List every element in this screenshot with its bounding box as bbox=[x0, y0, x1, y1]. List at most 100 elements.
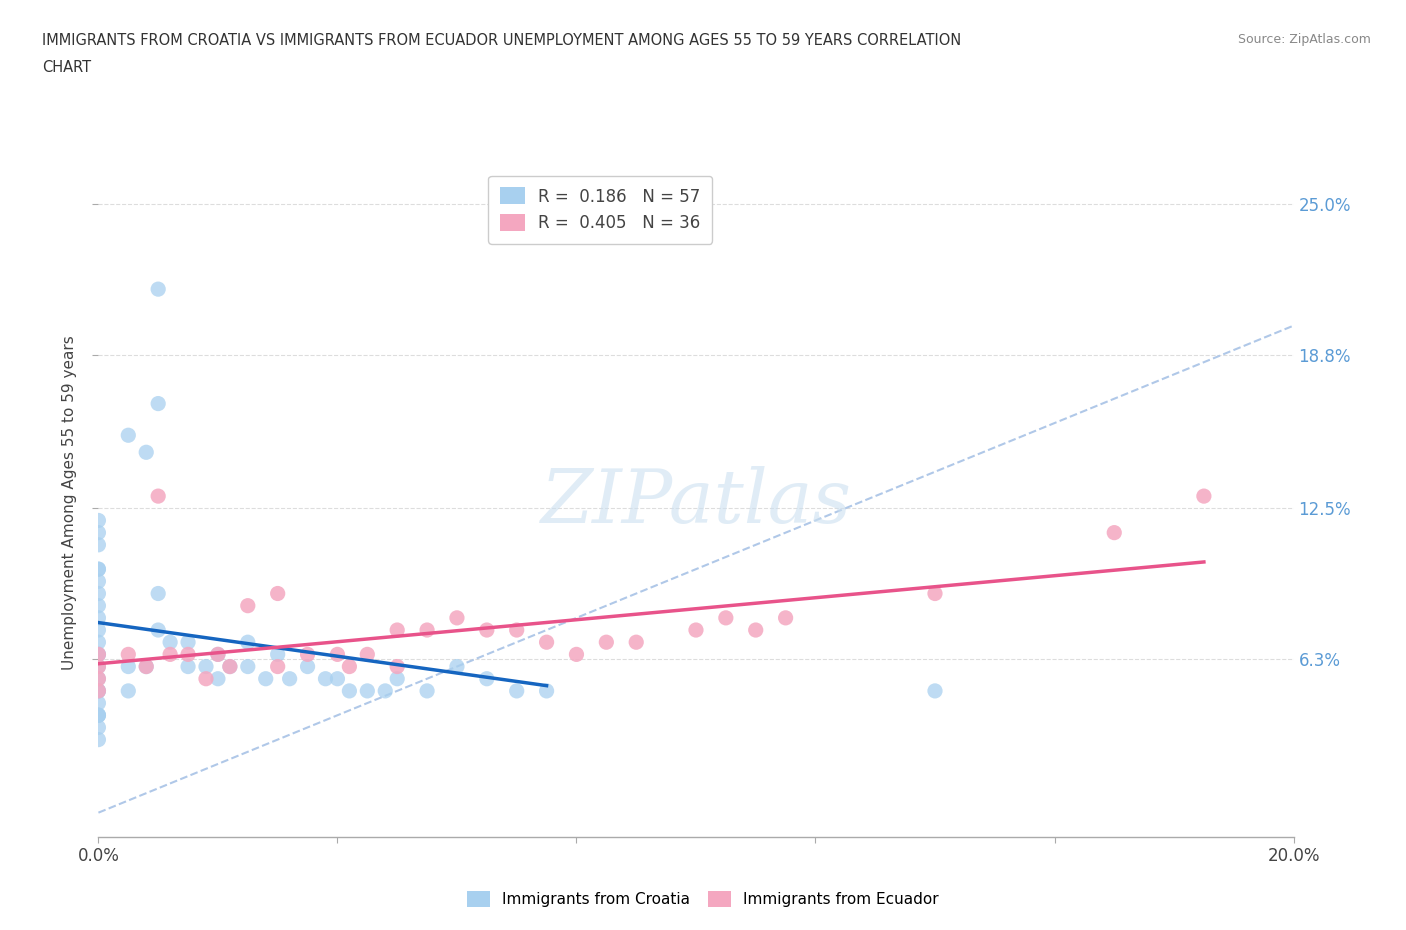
Point bbox=[87, 708, 110, 723]
Point bbox=[924, 586, 946, 601]
Point bbox=[87, 574, 110, 589]
Point bbox=[87, 647, 110, 662]
Text: Source: ZipAtlas.com: Source: ZipAtlas.com bbox=[1237, 33, 1371, 46]
Point bbox=[475, 622, 498, 637]
Text: IMMIGRANTS FROM CROATIA VS IMMIGRANTS FROM ECUADOR UNEMPLOYMENT AMONG AGES 55 TO: IMMIGRANTS FROM CROATIA VS IMMIGRANTS FR… bbox=[42, 33, 962, 47]
Point bbox=[87, 720, 110, 735]
Point bbox=[87, 635, 110, 650]
Point bbox=[87, 732, 110, 747]
Point bbox=[315, 671, 337, 686]
Point bbox=[714, 610, 737, 625]
Point bbox=[148, 488, 170, 503]
Point bbox=[87, 684, 110, 698]
Point bbox=[177, 635, 200, 650]
Point bbox=[87, 684, 110, 698]
Point bbox=[506, 622, 529, 637]
Point bbox=[219, 659, 242, 674]
Point bbox=[326, 671, 349, 686]
Point bbox=[219, 659, 242, 674]
Point bbox=[135, 659, 157, 674]
Text: CHART: CHART bbox=[42, 60, 91, 75]
Point bbox=[87, 513, 110, 528]
Point bbox=[278, 671, 301, 686]
Point bbox=[87, 659, 110, 674]
Point bbox=[87, 562, 110, 577]
Point bbox=[207, 647, 229, 662]
Point bbox=[135, 659, 157, 674]
Text: ZIPatlas: ZIPatlas bbox=[540, 466, 852, 538]
Point bbox=[159, 647, 181, 662]
Point bbox=[87, 562, 110, 577]
Point bbox=[924, 684, 946, 698]
Point bbox=[446, 659, 468, 674]
Point bbox=[326, 647, 349, 662]
Point bbox=[177, 647, 200, 662]
Point bbox=[446, 610, 468, 625]
Point bbox=[87, 659, 110, 674]
Point bbox=[87, 586, 110, 601]
Point bbox=[595, 635, 617, 650]
Point bbox=[339, 659, 360, 674]
Point bbox=[87, 671, 110, 686]
Point bbox=[87, 647, 110, 662]
Point bbox=[685, 622, 707, 637]
Point bbox=[236, 659, 259, 674]
Point bbox=[267, 647, 290, 662]
Point bbox=[207, 671, 229, 686]
Point bbox=[87, 647, 110, 662]
Point bbox=[506, 684, 529, 698]
Point bbox=[87, 538, 110, 552]
Point bbox=[385, 622, 409, 637]
Point bbox=[475, 671, 498, 686]
Point bbox=[356, 684, 378, 698]
Point bbox=[117, 647, 139, 662]
Point bbox=[148, 396, 170, 411]
Point bbox=[159, 635, 181, 650]
Point bbox=[565, 647, 588, 662]
Point bbox=[148, 282, 170, 297]
Point bbox=[117, 684, 139, 698]
Point bbox=[416, 684, 439, 698]
Point bbox=[236, 635, 259, 650]
Point bbox=[177, 659, 200, 674]
Point bbox=[775, 610, 797, 625]
Point bbox=[135, 445, 157, 459]
Point bbox=[195, 671, 218, 686]
Point bbox=[416, 622, 439, 637]
Point bbox=[117, 659, 139, 674]
Point bbox=[87, 622, 110, 637]
Point bbox=[297, 659, 319, 674]
Point bbox=[267, 659, 290, 674]
Point bbox=[117, 428, 139, 443]
Point bbox=[745, 622, 768, 637]
Point bbox=[87, 525, 110, 540]
Point bbox=[148, 586, 170, 601]
Point bbox=[626, 635, 648, 650]
Legend: R =  0.186   N = 57, R =  0.405   N = 36: R = 0.186 N = 57, R = 0.405 N = 36 bbox=[488, 176, 713, 244]
Point bbox=[87, 671, 110, 686]
Y-axis label: Unemployment Among Ages 55 to 59 years: Unemployment Among Ages 55 to 59 years bbox=[62, 335, 77, 670]
Point bbox=[374, 684, 396, 698]
Point bbox=[87, 684, 110, 698]
Point bbox=[385, 659, 409, 674]
Point bbox=[536, 684, 558, 698]
Point bbox=[207, 647, 229, 662]
Point bbox=[87, 696, 110, 711]
Point bbox=[536, 635, 558, 650]
Point bbox=[267, 586, 290, 601]
Point bbox=[356, 647, 378, 662]
Point bbox=[87, 610, 110, 625]
Point bbox=[1104, 525, 1126, 540]
Point bbox=[1192, 488, 1215, 503]
Point bbox=[297, 647, 319, 662]
Legend: Immigrants from Croatia, Immigrants from Ecuador: Immigrants from Croatia, Immigrants from… bbox=[461, 884, 945, 913]
Point bbox=[148, 622, 170, 637]
Point bbox=[339, 684, 360, 698]
Point bbox=[385, 671, 409, 686]
Point bbox=[87, 708, 110, 723]
Point bbox=[195, 659, 218, 674]
Point bbox=[236, 598, 259, 613]
Point bbox=[87, 598, 110, 613]
Point bbox=[254, 671, 277, 686]
Point bbox=[87, 708, 110, 723]
